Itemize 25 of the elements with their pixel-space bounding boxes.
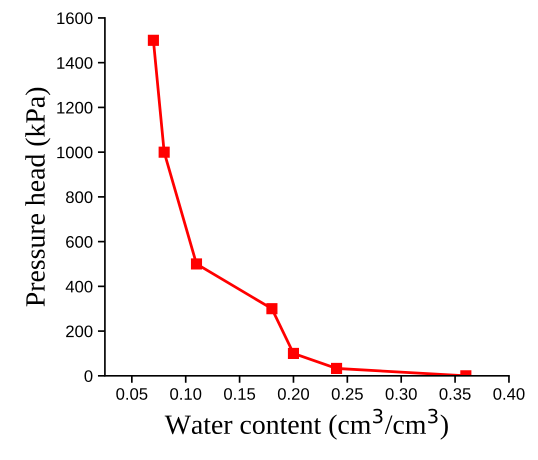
y-tick-label: 200 — [66, 325, 92, 338]
point — [331, 362, 342, 374]
y-tick-label: 1200 — [57, 102, 92, 114]
x-tick-label: 0.10 — [170, 388, 202, 400]
point — [190, 258, 202, 270]
point — [288, 348, 300, 360]
point — [158, 146, 170, 158]
point — [266, 303, 278, 314]
x-tick-label: 0.15 — [224, 388, 256, 400]
x-tick-label: 0.40 — [493, 388, 525, 400]
x-axis-title: Water content (cm$^{3}$/cm$^{3}$) — [164, 408, 448, 440]
x-tick-label: 0.05 — [116, 388, 148, 400]
y-tick-label: 400 — [66, 280, 92, 293]
y-tick-label: 1000 — [57, 146, 92, 158]
y-tick-label: 1400 — [57, 57, 92, 69]
x-tick-label: 0.20 — [278, 388, 310, 400]
y-tick-label: 0 — [84, 370, 92, 382]
x-tick-label: 0.25 — [332, 388, 363, 400]
point — [148, 34, 159, 46]
y-tick-label: 800 — [66, 191, 92, 204]
y-tick-label: 1600 — [57, 12, 92, 24]
x-tick-label: 0.35 — [440, 388, 471, 400]
x-tick-label: 0.30 — [386, 388, 417, 400]
y-tick-label: 600 — [66, 236, 92, 248]
y-axis-title: Pressure head (kPa) — [25, 88, 50, 306]
